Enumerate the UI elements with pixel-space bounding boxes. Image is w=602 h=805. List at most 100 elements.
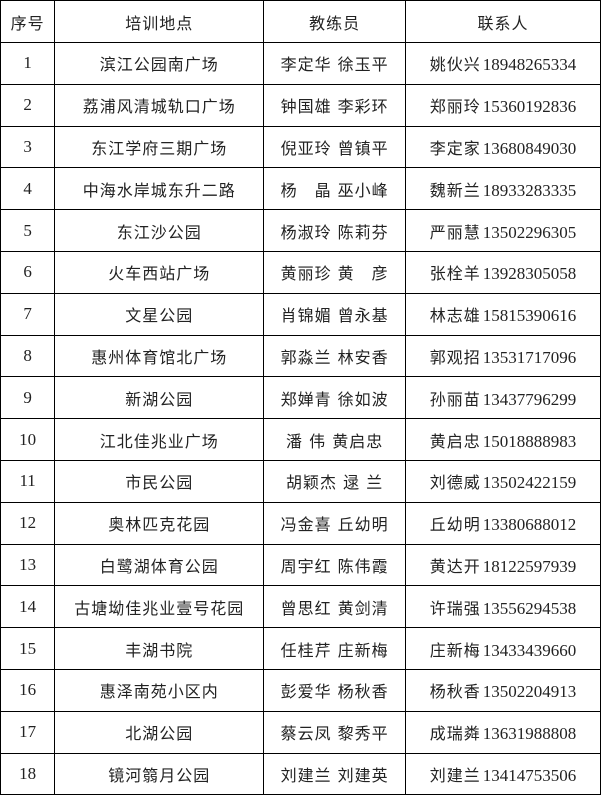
contact-phone: 15360192836 — [482, 97, 577, 117]
row-coaches: 胡颖杰 逯 兰 — [263, 459, 406, 503]
table-row: 3 东江学府三期广场 倪亚玲 曾镇平 李定家 13680849030 — [0, 125, 601, 169]
row-contact: 杨秋香 13502204913 — [405, 668, 601, 712]
contact-phone: 13928305058 — [482, 264, 577, 284]
contact-name: 刘德威 — [429, 473, 481, 493]
table-row: 17 北湖公园 蔡云凤 黎秀平 成瑞粦 13631988808 — [0, 710, 601, 754]
row-contact: 黄达开 18122597939 — [405, 543, 601, 587]
contact-phone: 13680849030 — [482, 138, 577, 158]
row-index: 2 — [0, 83, 56, 127]
contact-phone: 15815390616 — [482, 306, 577, 326]
contact-phone: 13502422159 — [482, 473, 577, 493]
row-location: 东江学府三期广场 — [54, 125, 265, 169]
row-contact: 孙丽苗 13437796299 — [405, 376, 601, 420]
row-index: 5 — [0, 209, 56, 252]
contact-name: 成瑞粦 — [429, 724, 481, 744]
row-coaches: 蔡云凤 黎秀平 — [263, 710, 406, 754]
contact-phone: 13631988808 — [482, 724, 577, 744]
row-contact: 张栓羊 13928305058 — [405, 250, 601, 294]
table-body: 1 滨江公园南广场 李定华 徐玉平 姚伙兴 18948265334 2 荔浦风清城轨口广场钟… — [0, 42, 601, 796]
contact-phone: 13437796299 — [482, 389, 577, 409]
row-coaches: 杨淑玲 陈莉芬 — [263, 209, 406, 252]
contact-name: 刘建兰 — [429, 765, 481, 785]
table-row: 11 市民公园 胡颖杰 逯 兰 刘德威 13502422159 — [0, 459, 601, 503]
table-row: 18 镜河篛月公园 刘建兰 刘建英 刘建兰 13414753506 — [0, 752, 601, 796]
table-row: 12 奥林匹克花园 冯金喜 丘幼明 丘幼明 13380688012 — [0, 501, 601, 545]
row-index: 9 — [0, 376, 56, 420]
table-row: 6 火车西站广场 黄丽珍 黄 彦张栓羊 13928305058 — [0, 250, 601, 294]
row-contact: 成瑞粦 13631988808 — [405, 710, 601, 754]
row-index: 6 — [0, 250, 56, 294]
row-index: 17 — [0, 710, 56, 754]
contact-name: 严丽慧 — [429, 222, 481, 242]
row-index: 16 — [0, 668, 56, 712]
row-index: 8 — [0, 334, 56, 378]
row-location: 滨江公园南广场 — [54, 42, 265, 85]
row-location: 市民公园 — [54, 459, 265, 503]
row-index: 11 — [0, 459, 56, 503]
row-index: 7 — [0, 292, 56, 336]
contact-name: 张栓羊 — [429, 264, 481, 284]
row-index: 14 — [0, 585, 56, 629]
row-coaches: 李定华 徐玉平 — [263, 42, 406, 85]
row-contact: 许瑞强 13556294538 — [405, 585, 601, 629]
row-coaches: 钟国雄 李彩环 — [263, 83, 406, 127]
row-contact: 李定家 13680849030 — [405, 125, 601, 169]
row-location: 奥林匹克花园 — [54, 501, 265, 545]
row-coaches: 任桂芹 庄新梅 — [263, 627, 406, 670]
contact-phone: 13502296305 — [482, 222, 577, 242]
contact-phone: 13502204913 — [482, 682, 577, 702]
table-row: 9 新湖公园 郑婵青 徐如波 孙丽苗 13437796299 — [0, 376, 601, 420]
header-row: 序号 培训地点 教练员 联系人 — [0, 0, 601, 43]
row-contact: 魏新兰 18933283335 — [405, 167, 601, 211]
contact-phone: 13414753506 — [482, 765, 577, 785]
contact-name: 孙丽苗 — [429, 389, 481, 409]
contact-name: 郭观招 — [429, 347, 481, 367]
row-coaches: 郭淼兰 林安香 — [263, 334, 406, 378]
row-location: 新湖公园 — [54, 376, 265, 420]
row-index: 12 — [0, 501, 56, 545]
row-index: 4 — [0, 167, 56, 211]
contact-phone: 13531717096 — [482, 347, 577, 367]
row-contact: 庄新梅 13433439660 — [405, 627, 601, 670]
row-location: 白鹭湖体育公园 — [54, 543, 265, 587]
table-row: 15 丰湖书院 任桂芹 庄新梅 庄新梅 13433439660 — [0, 627, 601, 670]
contact-phone: 13556294538 — [482, 598, 577, 618]
row-location: 火车西站广场 — [54, 250, 265, 294]
row-location: 中海水岸城东升二路 — [54, 167, 265, 211]
contact-phone: 13380688012 — [482, 515, 577, 535]
row-coaches: 周宇红 陈伟霞 — [263, 543, 406, 587]
contact-name: 庄新梅 — [429, 640, 481, 660]
row-index: 3 — [0, 125, 56, 169]
header-contact: 联系人 — [405, 0, 601, 43]
row-location: 江北佳兆业广场 — [54, 418, 265, 461]
row-contact: 林志雄 15815390616 — [405, 292, 601, 336]
row-index: 13 — [0, 543, 56, 587]
row-location: 惠泽南苑小区内 — [54, 668, 265, 712]
row-location: 北湖公园 — [54, 710, 265, 754]
contact-phone: 18933283335 — [482, 180, 577, 200]
table-row: 1 滨江公园南广场 李定华 徐玉平 姚伙兴 18948265334 — [0, 42, 601, 85]
row-index: 10 — [0, 418, 56, 461]
header-index: 序号 — [0, 0, 56, 43]
table-row: 10 江北佳兆业广场潘 伟 黄启忠 黄启忠 15018888983 — [0, 418, 601, 461]
contact-name: 黄达开 — [429, 556, 481, 576]
contact-phone: 13433439660 — [482, 640, 577, 660]
contact-phone: 18122597939 — [482, 556, 577, 576]
row-coaches: 彭爱华 杨秋香 — [263, 668, 406, 712]
row-index: 1 — [0, 42, 56, 85]
table-row: 13 白鹭湖体育公园 周宇红 陈伟霞 黄达开 18122597939 — [0, 543, 601, 587]
table-row: 5 东江沙公园 杨淑玲 陈莉芬 严丽慧 13502296305 — [0, 209, 601, 252]
contact-phone: 15018888983 — [482, 431, 577, 451]
row-coaches: 黄丽珍 黄 彦 — [263, 250, 406, 294]
row-location: 惠州体育馆北广场 — [54, 334, 265, 378]
row-index: 18 — [0, 752, 56, 796]
contact-name: 李定家 — [429, 138, 481, 158]
row-coaches: 潘 伟 黄启忠 — [263, 418, 406, 461]
contact-name: 林志雄 — [429, 306, 481, 326]
row-contact: 黄启忠 15018888983 — [405, 418, 601, 461]
row-location: 荔浦风清城轨口广场 — [54, 83, 265, 127]
table-row: 14 古塘坳佳兆业壹号花园 曾思红 黄剑清 许瑞强 13556294538 — [0, 585, 601, 629]
contact-phone: 18948265334 — [482, 55, 577, 75]
row-coaches: 曾思红 黄剑清 — [263, 585, 406, 629]
